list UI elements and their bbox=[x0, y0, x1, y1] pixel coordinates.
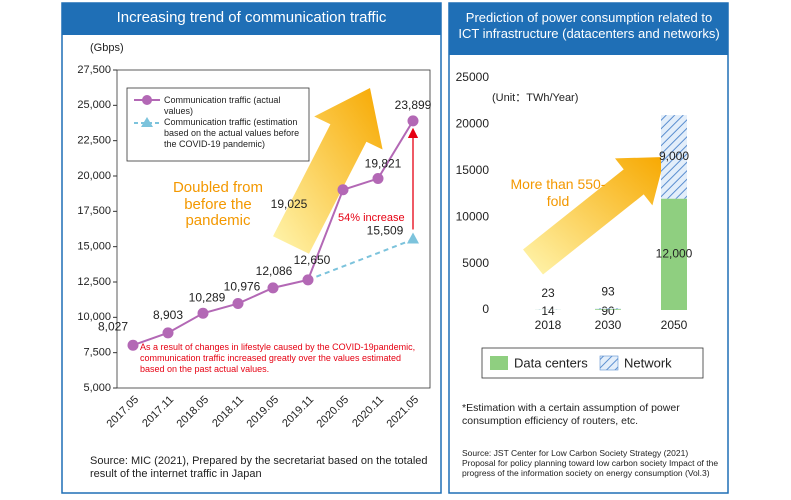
left-panel bbox=[61, 2, 442, 494]
y-tick-label: 20000 bbox=[456, 117, 490, 131]
data-point bbox=[372, 173, 384, 185]
legend-label: Communication traffic (actual values) bbox=[164, 95, 281, 116]
y-tick-label: 20,000 bbox=[77, 170, 111, 182]
value-label: 23 bbox=[541, 286, 555, 300]
bar-segment bbox=[661, 115, 687, 199]
legend-swatch bbox=[141, 117, 153, 127]
y-tick-label: 25,000 bbox=[77, 99, 111, 111]
value-label: 12,650 bbox=[294, 253, 331, 267]
annotation: As a result of changes in lifestyle caus… bbox=[140, 342, 416, 374]
y-tick-label: 27,500 bbox=[77, 64, 111, 76]
plot-frame bbox=[116, 69, 431, 389]
bar-segment bbox=[595, 308, 621, 310]
trend-arrow bbox=[523, 157, 665, 275]
data-point bbox=[232, 298, 244, 310]
x-tick-label: 2030 bbox=[595, 318, 622, 332]
bar-segment bbox=[595, 309, 621, 310]
value-label: 12,000 bbox=[656, 246, 693, 260]
value-label: 12,086 bbox=[256, 264, 293, 278]
y-tick-label: 15,000 bbox=[77, 241, 111, 253]
x-tick-label: 2050 bbox=[661, 318, 688, 332]
legend-label: Communication traffic (estimation based … bbox=[164, 117, 300, 149]
data-point bbox=[267, 282, 279, 294]
annotation: Doubled from before the pandemic bbox=[172, 179, 264, 229]
bar-segment bbox=[661, 198, 687, 310]
legend bbox=[481, 347, 704, 379]
value-label: 10,976 bbox=[224, 280, 261, 294]
x-tick-label: 2018 bbox=[535, 318, 562, 332]
series-line bbox=[307, 238, 414, 281]
value-label: 19,025 bbox=[271, 197, 308, 211]
source: Source: MIC (2021), Prepared by the secr… bbox=[90, 455, 428, 481]
data-point bbox=[302, 274, 314, 286]
data-point bbox=[127, 339, 139, 351]
y-tick-label: 22,500 bbox=[77, 135, 111, 147]
data-point bbox=[337, 184, 349, 196]
value-label: 90 bbox=[601, 304, 615, 318]
y-tick-label: 15000 bbox=[456, 163, 490, 177]
legend-label: Network bbox=[624, 355, 672, 370]
legend-swatch bbox=[142, 95, 152, 105]
y-tick-label: 25000 bbox=[456, 70, 490, 84]
legend-swatch bbox=[490, 356, 508, 370]
legend-swatch bbox=[599, 355, 619, 371]
trend-arrow bbox=[273, 88, 383, 254]
right-header bbox=[449, 3, 728, 55]
chart-title: Prediction of power consumption related … bbox=[458, 10, 720, 42]
y-axis-label: (Gbps) bbox=[90, 42, 124, 54]
data-point bbox=[197, 307, 209, 319]
value-label: 8,903 bbox=[153, 308, 183, 322]
left-header bbox=[62, 3, 441, 35]
unit-label: (Unit：TWh/Year) bbox=[492, 92, 578, 104]
y-tick-label: 7,500 bbox=[83, 347, 111, 359]
y-tick-label: 5000 bbox=[462, 256, 489, 270]
y-tick-label: 10000 bbox=[456, 209, 490, 223]
y-tick-label: 10,000 bbox=[77, 311, 111, 323]
value-label: 19,821 bbox=[365, 157, 402, 171]
value-label: 14 bbox=[541, 304, 555, 318]
data-point bbox=[407, 232, 419, 244]
y-tick-label: 17,500 bbox=[77, 205, 111, 217]
value-label: 93 bbox=[601, 284, 615, 298]
annotation: 54% increase bbox=[338, 212, 405, 224]
value-label: 8,027 bbox=[98, 319, 128, 333]
y-tick-label: 12,500 bbox=[77, 276, 111, 288]
y-tick-label: 5,000 bbox=[83, 382, 111, 394]
value-label: 23,899 bbox=[395, 98, 432, 112]
value-label: 10,289 bbox=[189, 290, 226, 304]
legend-label: Data centers bbox=[514, 355, 588, 370]
right-chart: 0 5000 10000 15000 20000 25000 2018 2030 2050 14 9… bbox=[456, 70, 693, 370]
annotation: More than 550-fold bbox=[510, 176, 606, 209]
chart-title: Increasing trend of communication traffi… bbox=[116, 9, 387, 26]
source: Source: JST Center for Low Carbon Societ… bbox=[462, 448, 719, 479]
data-point bbox=[407, 115, 419, 127]
note: *Estimation with a certain assumption of… bbox=[462, 402, 680, 427]
value-label: 9,000 bbox=[659, 149, 689, 163]
y-tick-label: 0 bbox=[482, 302, 489, 316]
data-point bbox=[162, 327, 174, 339]
value-label: 15,509 bbox=[367, 224, 404, 238]
